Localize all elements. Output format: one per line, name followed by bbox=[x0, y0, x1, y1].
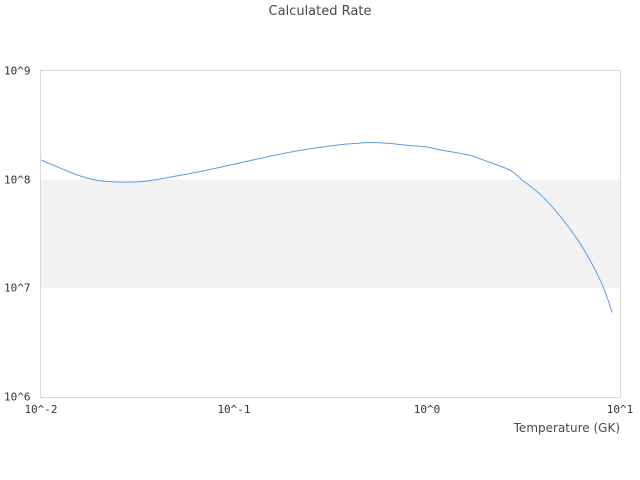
shaded-band bbox=[41, 179, 620, 289]
x-axis-label: Temperature (GK) bbox=[513, 421, 620, 435]
y-tick-label: 10^8 bbox=[4, 173, 31, 187]
rate-curve bbox=[41, 141, 613, 313]
x-tick-label: 10^1 bbox=[606, 403, 634, 416]
x-tick-label: 10^-1 bbox=[217, 403, 251, 416]
x-tick-label: 10^0 bbox=[413, 403, 441, 416]
plot-area bbox=[40, 70, 621, 398]
chart-title: Calculated Rate bbox=[268, 4, 372, 19]
y-tick-label: 10^7 bbox=[4, 281, 31, 295]
y-tick-label: 10^9 bbox=[4, 64, 31, 78]
y-tick-label: 10^6 bbox=[4, 390, 31, 404]
x-tick-label: 10^-2 bbox=[24, 403, 58, 416]
